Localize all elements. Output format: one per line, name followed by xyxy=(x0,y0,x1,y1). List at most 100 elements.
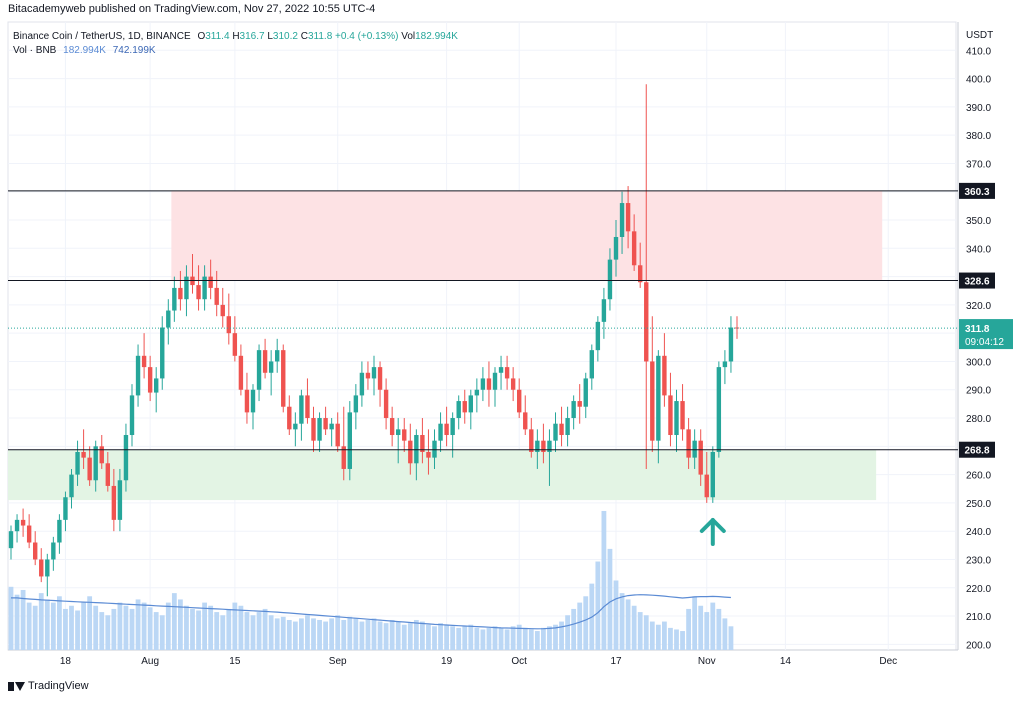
candle-body xyxy=(517,389,522,413)
candle-body xyxy=(680,401,685,430)
candle-body xyxy=(601,299,607,322)
legend-close-label: C xyxy=(300,31,308,42)
candle-body xyxy=(535,440,540,452)
volume-bar xyxy=(728,626,734,650)
price-axis: 200.0210.0220.0230.0240.0250.0260.0270.0… xyxy=(959,30,1013,651)
candle xyxy=(353,384,359,430)
volume-bar xyxy=(438,623,443,650)
candle xyxy=(577,384,582,424)
candle xyxy=(383,378,389,430)
candle-body xyxy=(365,372,371,379)
candle xyxy=(389,406,395,447)
candle xyxy=(420,418,425,464)
volume-bar xyxy=(643,615,649,650)
level-price-tag xyxy=(959,441,995,458)
y-tick-label: 340.0 xyxy=(966,244,991,255)
volume-bar xyxy=(383,623,389,650)
candle xyxy=(87,446,92,486)
x-tick-label: 14 xyxy=(780,656,792,667)
candle xyxy=(232,316,238,362)
candle-body xyxy=(323,418,328,430)
candle xyxy=(293,412,298,447)
volume-bar xyxy=(341,619,347,650)
volume-bar xyxy=(347,616,353,650)
candle xyxy=(8,525,14,560)
candle-body xyxy=(99,446,104,464)
x-tick-label: Oct xyxy=(511,656,527,667)
volume-bar xyxy=(135,599,141,650)
candle-body xyxy=(722,361,728,368)
footer-brand: TradingView xyxy=(8,680,89,692)
candle-body xyxy=(359,372,365,396)
volume-bar xyxy=(99,612,105,650)
volume-bar xyxy=(117,602,123,650)
candle-body xyxy=(160,327,165,379)
candle xyxy=(565,406,570,447)
y-tick-label: 200.0 xyxy=(966,640,991,651)
candle-body xyxy=(75,451,80,475)
zone-support xyxy=(8,449,877,501)
candle xyxy=(317,412,322,452)
candle-body xyxy=(704,474,709,498)
volume-bar xyxy=(244,612,250,650)
volume-bar xyxy=(601,510,607,650)
x-tick-label: 18 xyxy=(60,656,72,667)
candle xyxy=(559,406,564,447)
candle-body xyxy=(341,446,346,469)
tradingview-logo-icon xyxy=(8,681,25,691)
candle xyxy=(365,361,371,390)
legend-low: 310.2 xyxy=(272,31,298,42)
candle xyxy=(26,514,32,549)
candle xyxy=(631,214,637,271)
candle-body xyxy=(371,367,377,379)
candle-body xyxy=(166,310,171,328)
candle-layer xyxy=(8,84,740,597)
volume-bar xyxy=(613,580,619,650)
candle xyxy=(75,440,80,486)
volume-bar xyxy=(226,608,232,650)
volume-bar xyxy=(389,619,395,650)
legend-symbol: Binance Coin / TetherUS, 1D, BINANCE xyxy=(13,31,191,42)
y-tick-label: 230.0 xyxy=(966,555,991,566)
volume-bar xyxy=(196,610,201,650)
candle-body xyxy=(402,429,407,441)
y-tick-label: 380.0 xyxy=(966,131,991,142)
candle-body xyxy=(81,451,86,458)
volume-ma-line xyxy=(11,594,731,630)
volume-bar xyxy=(625,599,631,650)
candle xyxy=(692,429,697,469)
volume-bar xyxy=(462,626,468,650)
volume-bar xyxy=(420,621,425,650)
candle-body xyxy=(577,401,582,407)
candle xyxy=(468,389,473,430)
candle xyxy=(45,553,50,597)
candle-body xyxy=(595,321,601,351)
candle-body xyxy=(20,519,26,526)
candle-body xyxy=(468,395,473,413)
x-tick-label: Sep xyxy=(329,656,347,667)
candle-body xyxy=(141,355,147,368)
candle xyxy=(613,220,619,277)
candle xyxy=(341,406,346,481)
candle-body xyxy=(438,423,443,441)
candle-body xyxy=(220,304,225,317)
candle-body xyxy=(275,350,280,362)
candle-body xyxy=(559,423,564,436)
volume-bar xyxy=(456,627,462,650)
candle-body xyxy=(444,423,449,436)
volume-bar xyxy=(147,607,153,650)
candle-body xyxy=(268,361,274,373)
candle-body xyxy=(14,519,20,532)
candle xyxy=(123,423,129,492)
candle-body xyxy=(129,395,135,436)
x-tick-label: Aug xyxy=(141,656,159,667)
candle xyxy=(323,406,328,436)
candle-body xyxy=(347,412,352,469)
volume-bar xyxy=(75,610,80,650)
x-tick-label: 19 xyxy=(441,656,453,667)
candle-body xyxy=(565,418,570,436)
candle xyxy=(523,395,528,436)
volume-bar xyxy=(105,615,111,650)
candle-body xyxy=(311,418,316,441)
